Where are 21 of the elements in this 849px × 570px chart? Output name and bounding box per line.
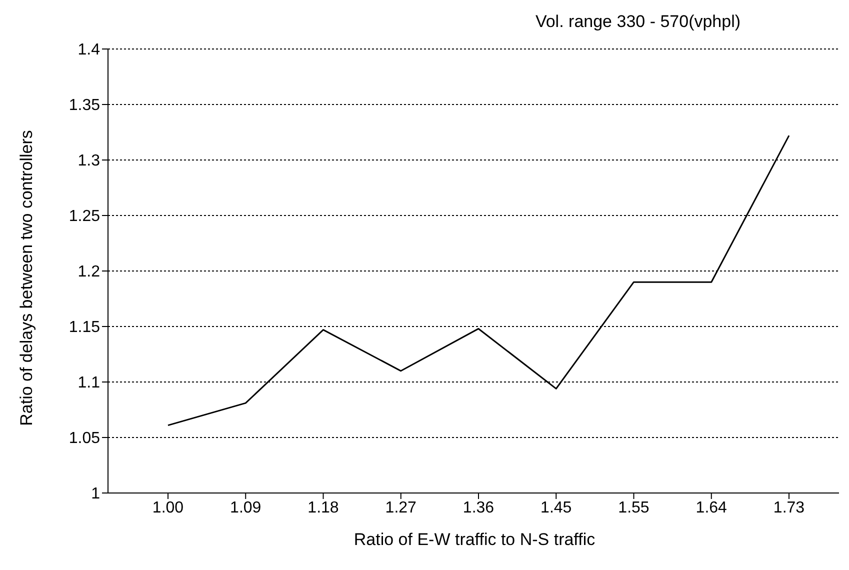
y-tick-label: 1.2: [78, 264, 100, 281]
y-tick-label: 1.25: [68, 208, 100, 226]
x-axis-title: Ratio of E-W traffic to N-S traffic: [352, 530, 596, 550]
x-tick-label: 1.45: [540, 499, 572, 516]
chart-title: Vol. range 330 - 570(vphpl): [534, 12, 742, 32]
y-tick-label: 1.4: [78, 42, 100, 59]
x-tick-label: 1.64: [696, 499, 728, 516]
y-tick-label: 1: [91, 486, 100, 503]
y-tick-label: 1.1: [78, 374, 100, 392]
y-tick-label: 1.35: [68, 97, 100, 114]
x-tick-label: 1.00: [152, 499, 184, 516]
x-tick-label: 1.73: [773, 499, 805, 516]
y-tick-label: 1.3: [78, 152, 100, 170]
x-tick-label: 1.09: [230, 499, 262, 516]
x-tick-label: 1.18: [308, 499, 339, 516]
x-tick-label: 1.36: [462, 499, 494, 516]
y-axis-title: Ratio of delays between two controllers: [17, 130, 37, 426]
y-tick-label: 1.05: [68, 430, 100, 448]
x-tick-label: 1.27: [385, 499, 417, 516]
y-tick-label: 1.15: [68, 319, 100, 336]
x-tick-label: 1.55: [618, 499, 650, 516]
